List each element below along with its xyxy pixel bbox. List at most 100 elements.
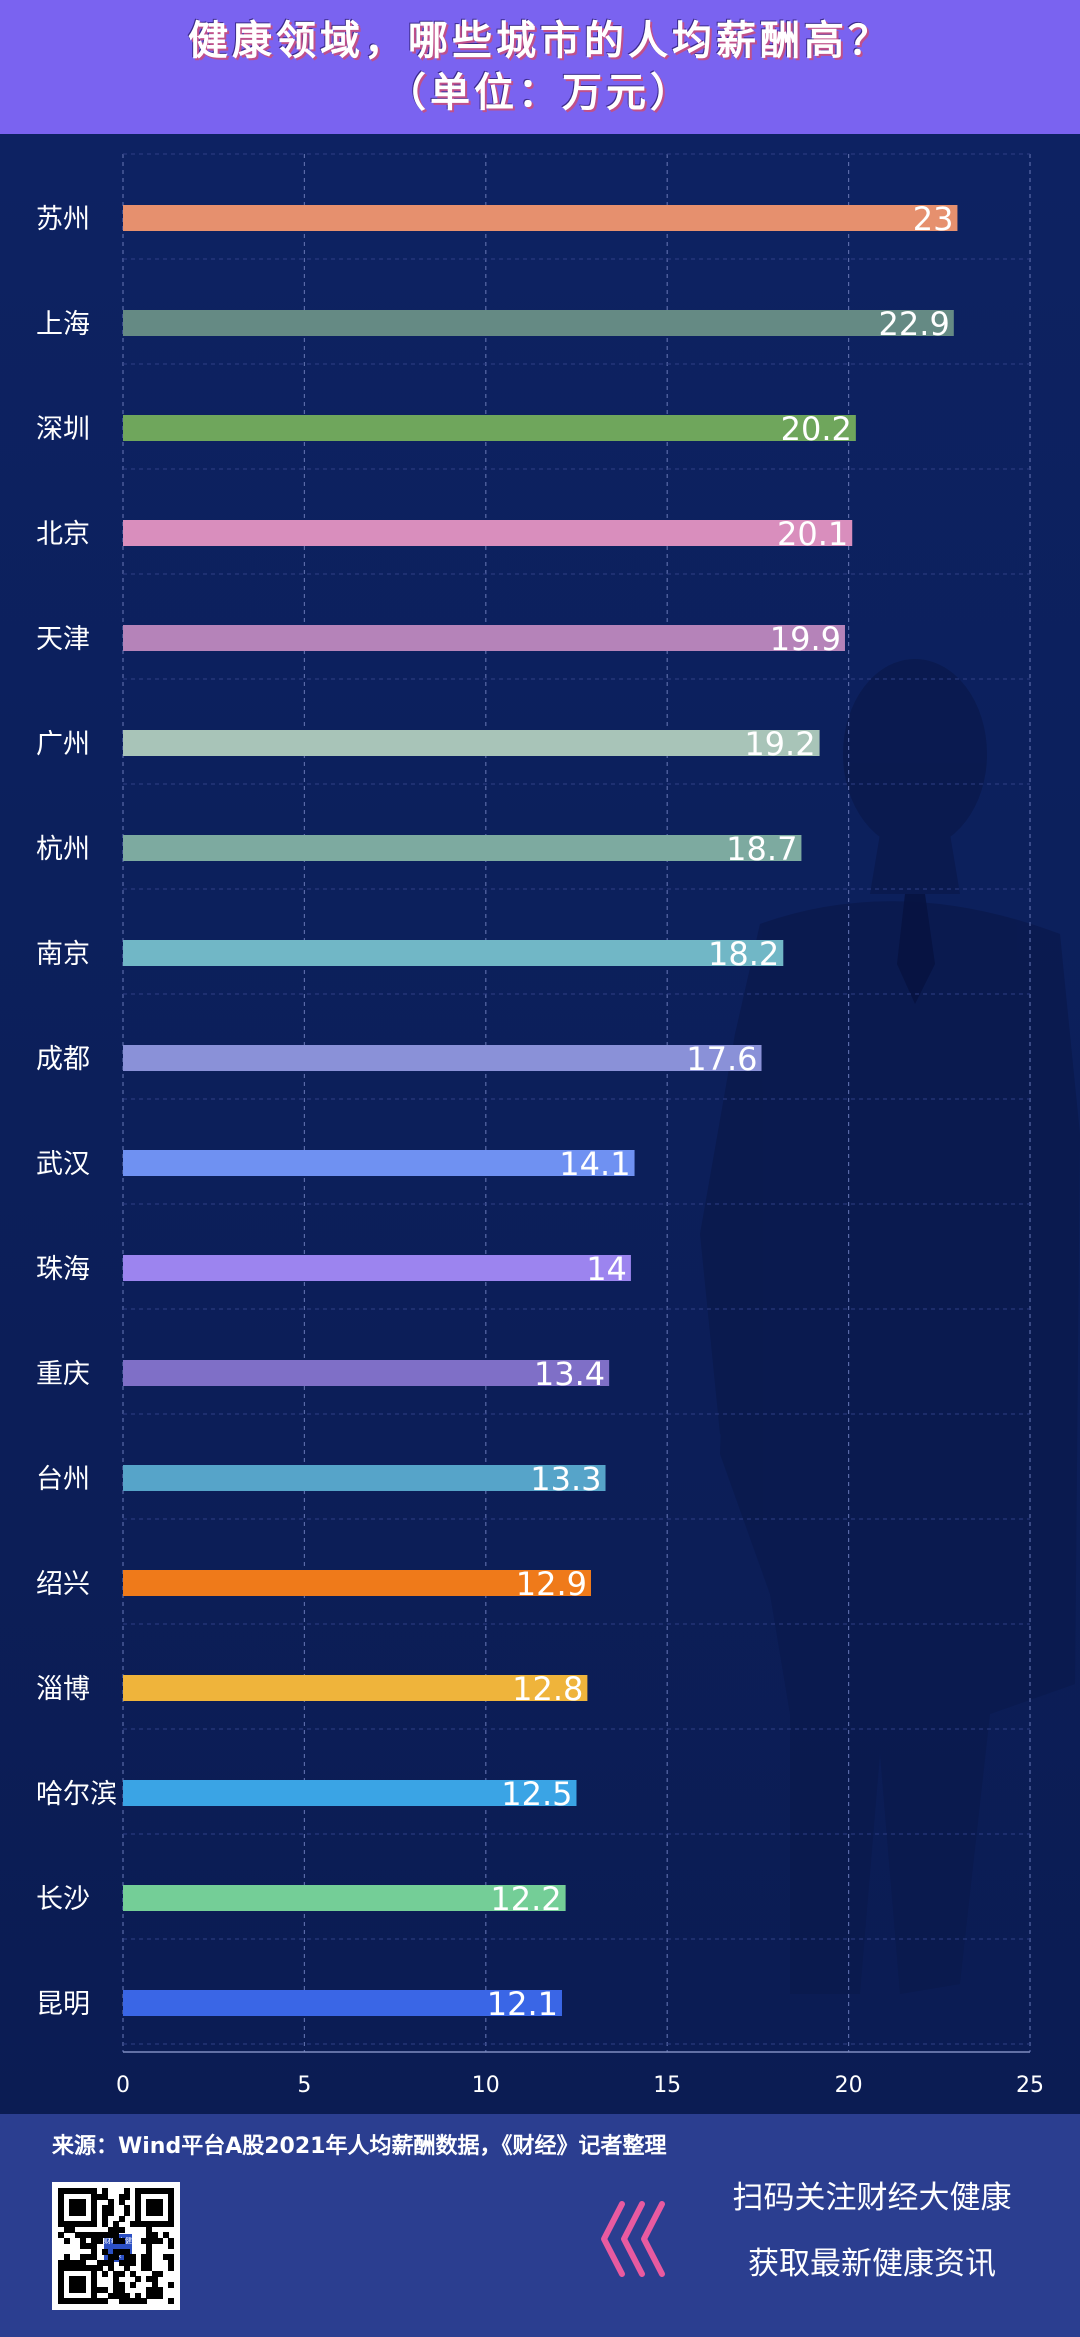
qr-module — [107, 2259, 114, 2266]
qr-module — [91, 2270, 98, 2277]
qr-module — [113, 2276, 120, 2283]
qr-module — [168, 2215, 175, 2222]
qr-module — [157, 2237, 164, 2244]
qr-module — [58, 2215, 64, 2222]
qr-module — [85, 2298, 92, 2305]
qr-module — [151, 2199, 158, 2206]
x-tick-label: 15 — [653, 2073, 681, 2098]
qr-module — [102, 2287, 109, 2294]
qr-module — [80, 2281, 87, 2288]
qr-module — [146, 2210, 153, 2217]
qr-module — [91, 2204, 98, 2211]
category-label: 上海 — [36, 309, 90, 340]
qr-module — [63, 2298, 70, 2305]
qr-module — [168, 2243, 175, 2250]
qr-module — [124, 2188, 131, 2194]
qr-module — [69, 2276, 76, 2283]
category-label: 杭州 — [36, 834, 90, 865]
x-tick-label: 0 — [116, 2073, 130, 2098]
qr-module — [129, 2281, 136, 2288]
qr-module — [135, 2276, 142, 2283]
qr-module — [162, 2232, 169, 2239]
bar-成都 — [123, 1045, 762, 1071]
qr-code[interactable]: 财经大健康 — [52, 2182, 180, 2310]
qr-module — [69, 2259, 76, 2266]
category-label: 珠海 — [36, 1254, 90, 1285]
qr-module — [91, 2281, 98, 2288]
qr-module — [69, 2298, 76, 2305]
qr-module — [80, 2298, 87, 2305]
qr-module — [85, 2232, 92, 2239]
qr-module — [74, 2281, 81, 2288]
category-label: 哈尔滨 — [36, 1779, 117, 1810]
category-label: 南京 — [36, 939, 90, 970]
qr-module — [102, 2204, 109, 2211]
qr-module — [85, 2188, 92, 2194]
qr-module — [69, 2210, 76, 2217]
qr-module — [146, 2265, 153, 2272]
source-note: 来源：Wind平台A股2021年人均薪酬数据，《财经》记者整理 — [52, 2134, 667, 2159]
bar-天津 — [123, 625, 845, 651]
qr-module — [80, 2259, 87, 2266]
qr-module — [168, 2259, 175, 2266]
qr-module — [91, 2248, 98, 2255]
qr-module — [91, 2265, 98, 2272]
qr-module — [63, 2188, 70, 2194]
qr-module — [151, 2232, 158, 2239]
qr-module — [157, 2221, 164, 2228]
value-label: 14 — [586, 1250, 627, 1288]
value-label: 20.1 — [777, 515, 848, 553]
value-label: 23 — [913, 200, 954, 238]
qr-module — [107, 2226, 114, 2233]
qr-module — [113, 2292, 120, 2299]
qr-module — [135, 2204, 142, 2211]
qr-module — [140, 2259, 147, 2266]
qr-module — [58, 2193, 64, 2200]
qr-module — [58, 2210, 64, 2217]
bar-淄博 — [123, 1675, 588, 1701]
qr-module — [124, 2210, 131, 2217]
qr-module — [102, 2298, 109, 2305]
qr-module — [69, 2287, 76, 2294]
value-label: 19.2 — [744, 725, 815, 763]
x-tick-label: 10 — [472, 2073, 500, 2098]
bar-台州 — [123, 1465, 606, 1491]
qr-module — [118, 2237, 125, 2244]
qr-module — [74, 2276, 81, 2283]
value-label: 22.9 — [879, 305, 950, 343]
qr-module — [91, 2199, 98, 2206]
qr-module — [135, 2210, 142, 2217]
qr-module — [129, 2259, 136, 2266]
qr-module — [151, 2281, 158, 2288]
qr-module — [113, 2281, 120, 2288]
qr-module — [157, 2210, 164, 2217]
qr-module — [80, 2276, 87, 2283]
category-label: 绍兴 — [36, 1569, 90, 1600]
qr-module — [157, 2270, 164, 2277]
qr-module — [58, 2188, 64, 2194]
qr-module — [63, 2254, 70, 2261]
qr-module — [168, 2199, 175, 2206]
qr-module — [63, 2265, 70, 2272]
category-label: 北京 — [36, 519, 90, 550]
qr-module — [157, 2204, 164, 2211]
qr-module — [118, 2248, 125, 2255]
qr-module — [118, 2259, 125, 2266]
qr-module — [80, 2265, 87, 2272]
bar-哈尔滨 — [123, 1780, 577, 1806]
qr-module — [124, 2248, 131, 2255]
qr-module — [102, 2259, 109, 2266]
category-label: 广州 — [36, 729, 90, 760]
qr-module — [107, 2232, 114, 2239]
qr-module — [162, 2188, 169, 2194]
qr-module — [135, 2188, 142, 2194]
qr-module — [168, 2254, 175, 2261]
chart-title: 健康领域，哪些城市的人均薪酬高？ — [188, 18, 892, 64]
qr-module — [63, 2221, 70, 2228]
qr-module — [146, 2254, 153, 2261]
bar-苏州 — [123, 205, 958, 231]
qr-module — [157, 2292, 164, 2299]
qr-module — [113, 2248, 120, 2255]
qr-module — [168, 2193, 175, 2200]
qr-module — [91, 2210, 98, 2217]
